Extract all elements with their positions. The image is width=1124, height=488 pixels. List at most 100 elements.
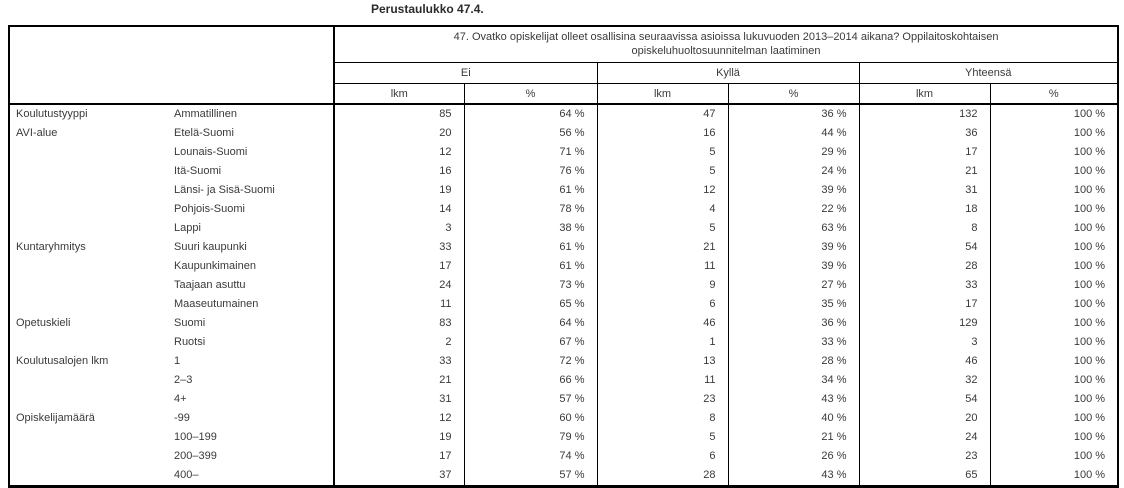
cell-ei-lkm: 12: [333, 409, 464, 428]
subheader-kylla-lkm: lkm: [596, 83, 728, 105]
cell-kylla-lkm: 9: [596, 276, 728, 295]
cell-yht-pct: 100 %: [989, 200, 1119, 219]
row-header-cell: Opiskelijamäärä -99: [9, 409, 335, 428]
row-header-cell: AVI-alue Etelä-Suomi: [9, 124, 335, 143]
cell-ei-pct: 61 %: [463, 257, 597, 276]
cell-yht-pct: 100 %: [989, 257, 1119, 276]
cell-ei-pct: 65 %: [463, 295, 597, 314]
cell-kylla-lkm: 5: [596, 143, 728, 162]
cell-ei-lkm: 33: [333, 352, 464, 371]
table-row: Opiskelijamäärä -99 12 60 % 8 40 % 20 100 %: [9, 409, 1119, 428]
cell-kylla-lkm: 4: [596, 200, 728, 219]
cell-yht-lkm: 18: [858, 200, 990, 219]
cell-ei-lkm: 24: [333, 276, 464, 295]
cell-ei-lkm: 83: [333, 314, 464, 333]
subheader-kylla-pct: %: [727, 83, 859, 105]
cell-kylla-lkm: 16: [596, 124, 728, 143]
column-group-ei: Ei: [334, 62, 597, 84]
cell-kylla-pct: 43 %: [727, 390, 859, 409]
cell-ei-lkm: 21: [333, 371, 464, 390]
row-header-cell: Lounais-Suomi: [9, 143, 335, 162]
table-row: 400– 37 57 % 28 43 % 65 100 %: [9, 466, 1119, 487]
cell-yht-lkm: 8: [858, 219, 990, 238]
cell-ei-pct: 71 %: [463, 143, 597, 162]
cell-yht-lkm: 24: [858, 428, 990, 447]
row-header-cell: Itä-Suomi: [9, 162, 335, 181]
statistics-table: 47. Ovatko opiskelijat olleet osallisina…: [8, 25, 1120, 488]
row-header-cell: 100–199: [9, 428, 335, 447]
row-header-cell: Kaupunkimainen: [9, 257, 335, 276]
stub-header-cell: [9, 26, 335, 105]
row-category-label: Taajaan asuttu: [174, 279, 246, 291]
row-header-cell: 2–3: [9, 371, 335, 390]
cell-kylla-pct: 39 %: [727, 238, 859, 257]
question-header-row: 47. Ovatko opiskelijat olleet osallisina…: [9, 26, 1119, 105]
cell-ei-lkm: 16: [333, 162, 464, 181]
cell-yht-lkm: 23: [858, 447, 990, 466]
row-header-cell: 4+: [9, 390, 335, 409]
cell-yht-pct: 100 %: [989, 162, 1119, 181]
cell-kylla-pct: 34 %: [727, 371, 859, 390]
cell-kylla-pct: 40 %: [727, 409, 859, 428]
cell-yht-pct: 100 %: [989, 428, 1119, 447]
cell-yht-pct: 100 %: [989, 104, 1119, 124]
cell-ei-pct: 57 %: [463, 390, 597, 409]
page-title: Perustaulukko 47.4.: [371, 2, 484, 16]
row-category-label: Lappi: [174, 222, 201, 234]
row-category-label: 400–: [174, 469, 199, 481]
row-category-label: Kaupunkimainen: [174, 260, 256, 272]
cell-yht-pct: 100 %: [989, 409, 1119, 428]
cell-ei-pct: 57 %: [463, 466, 597, 487]
cell-ei-lkm: 2: [333, 333, 464, 352]
cell-kylla-pct: 63 %: [727, 219, 859, 238]
row-group-label: Opiskelijamäärä: [16, 412, 95, 424]
cell-ei-pct: 72 %: [463, 352, 597, 371]
cell-yht-pct: 100 %: [989, 390, 1119, 409]
cell-yht-pct: 100 %: [989, 143, 1119, 162]
row-group-label: Kuntaryhmitys: [16, 241, 86, 253]
table-row: 2–3 21 66 % 11 34 % 32 100 %: [9, 371, 1119, 390]
cell-kylla-pct: 26 %: [727, 447, 859, 466]
column-group-yhteensa: Yhteensä: [858, 62, 1119, 84]
cell-kylla-pct: 36 %: [727, 104, 859, 124]
cell-yht-pct: 100 %: [989, 219, 1119, 238]
cell-kylla-pct: 29 %: [727, 143, 859, 162]
cell-yht-lkm: 129: [858, 314, 990, 333]
cell-ei-pct: 66 %: [463, 371, 597, 390]
row-header-cell: Koulutusalojen lkm 1: [9, 352, 335, 371]
table-row: Koulutusalojen lkm 1 33 72 % 13 28 % 46 100 %: [9, 352, 1119, 371]
cell-kylla-lkm: 23: [596, 390, 728, 409]
subheader-yhteensa-pct: %: [989, 83, 1119, 105]
cell-ei-lkm: 19: [333, 181, 464, 200]
cell-yht-pct: 100 %: [989, 371, 1119, 390]
row-group-label: Opetuskieli: [16, 317, 71, 329]
cell-yht-pct: 100 %: [989, 352, 1119, 371]
cell-kylla-lkm: 6: [596, 447, 728, 466]
cell-kylla-pct: 22 %: [727, 200, 859, 219]
table-row: Taajaan asuttu 24 73 % 9 27 % 33 100 %: [9, 276, 1119, 295]
row-category-label: Itä-Suomi: [174, 165, 222, 177]
cell-yht-lkm: 17: [858, 143, 990, 162]
cell-yht-pct: 100 %: [989, 314, 1119, 333]
table-row: Itä-Suomi 16 76 % 5 24 % 21 100 %: [9, 162, 1119, 181]
table-row: Lappi 3 38 % 5 63 % 8 100 %: [9, 219, 1119, 238]
cell-yht-lkm: 32: [858, 371, 990, 390]
cell-yht-lkm: 46: [858, 352, 990, 371]
column-group-kylla: Kyllä: [596, 62, 859, 84]
row-category-label: 100–199: [174, 431, 217, 443]
cell-kylla-pct: 35 %: [727, 295, 859, 314]
cell-kylla-pct: 28 %: [727, 352, 859, 371]
cell-yht-lkm: 3: [858, 333, 990, 352]
cell-ei-lkm: 19: [333, 428, 464, 447]
cell-ei-pct: 76 %: [463, 162, 597, 181]
table-row: 4+ 31 57 % 23 43 % 54 100 %: [9, 390, 1119, 409]
cell-kylla-lkm: 21: [596, 238, 728, 257]
row-category-label: Ruotsi: [174, 336, 206, 348]
row-group-label: AVI-alue: [16, 127, 58, 139]
cell-ei-pct: 38 %: [463, 219, 597, 238]
cell-kylla-lkm: 1: [596, 333, 728, 352]
cell-ei-lkm: 37: [333, 466, 464, 487]
cell-ei-pct: 56 %: [463, 124, 597, 143]
cell-yht-lkm: 36: [858, 124, 990, 143]
table-body: Koulutustyyppi Ammatillinen 85 64 % 47 36 % 13…: [9, 104, 1119, 487]
